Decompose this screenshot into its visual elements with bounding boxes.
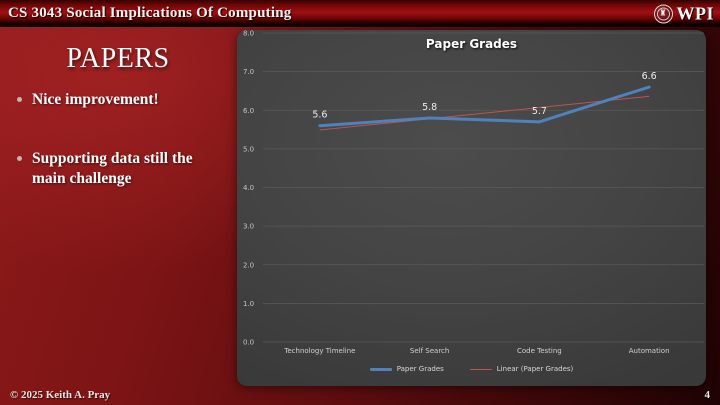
page-number: 4 <box>704 389 711 401</box>
data-label: 5.6 <box>312 110 327 121</box>
bullet-icon <box>17 97 22 102</box>
header-bar: CS 3043 Social Implications Of Computing… <box>0 0 720 27</box>
slide-text-column: PAPERS Nice improvement! Supporting data… <box>0 28 236 228</box>
legend-item-paper-grades: Paper Grades <box>369 365 444 373</box>
y-axis-tick-label: 6.0 <box>243 107 254 115</box>
slide-title: PAPERS <box>66 43 170 74</box>
copyright-text: © 2025 Keith A. Pray <box>10 389 111 401</box>
y-axis-tick-label: 4.0 <box>243 184 254 192</box>
wpi-seal-icon: ♜ <box>653 4 673 23</box>
legend-line-swatch-blue <box>369 367 392 371</box>
data-label: 6.6 <box>642 71 657 82</box>
bullet-item: Nice improvement! <box>16 90 230 109</box>
bullet-text: Supporting data still the main challenge <box>32 150 193 187</box>
x-axis-label: Self Search <box>409 347 450 355</box>
paper-grades-chart: Paper Grades 0.0 1.0 2.0 3.0 4.0 5.0 6.0 7.0 8.0… <box>237 30 706 386</box>
x-axis: Technology Timeline Self Search Code Testi… <box>265 347 704 355</box>
wpi-tower-icon: ♜ <box>656 7 670 20</box>
y-axis-tick-label: 2.0 <box>243 261 254 269</box>
y-axis-tick-label: 0.0 <box>243 339 254 347</box>
legend-label: Paper Grades <box>396 365 444 373</box>
legend-line-swatch-red <box>469 368 492 370</box>
bullet-list: Nice improvement! Supporting data still … <box>0 90 236 188</box>
bullet-icon <box>17 156 22 162</box>
y-axis-tick-label: 8.0 <box>243 30 254 38</box>
bullet-item: Supporting data still the main challenge <box>16 149 230 188</box>
trendline <box>319 95 650 131</box>
x-axis-label: Code Testing <box>516 347 562 355</box>
wpi-logo: ♜ WPI <box>653 3 715 24</box>
x-axis-label: Automation <box>628 347 670 355</box>
course-title: CS 3043 Social Implications Of Computing <box>8 5 292 21</box>
y-axis-tick-label: 5.0 <box>243 145 254 153</box>
chart-legend: Paper Grades Linear (Paper Grades) <box>237 365 706 373</box>
data-label: 5.8 <box>422 102 437 113</box>
chart-plot-area: 0.0 1.0 2.0 3.0 4.0 5.0 6.0 7.0 8.0 5.6 5.8 5.7 6.6 <box>243 30 704 347</box>
y-axis-tick-label: 3.0 <box>243 223 254 231</box>
paper-grades-line <box>318 85 651 128</box>
y-axis-tick-label: 1.0 <box>243 300 254 308</box>
x-axis-label: Technology Timeline <box>284 347 356 355</box>
footer-bar: © 2025 Keith A. Pray 4 <box>0 385 720 405</box>
legend-label: Linear (Paper Grades) <box>496 365 574 373</box>
wpi-logo-text: WPI <box>676 3 714 23</box>
y-axis-tick-label: 7.0 <box>243 68 254 76</box>
chart-title: Paper Grades <box>425 37 518 51</box>
legend-item-linear: Linear (Paper Grades) <box>469 365 574 373</box>
data-label: 5.7 <box>532 106 547 117</box>
bullet-text: Nice improvement! <box>32 91 159 108</box>
